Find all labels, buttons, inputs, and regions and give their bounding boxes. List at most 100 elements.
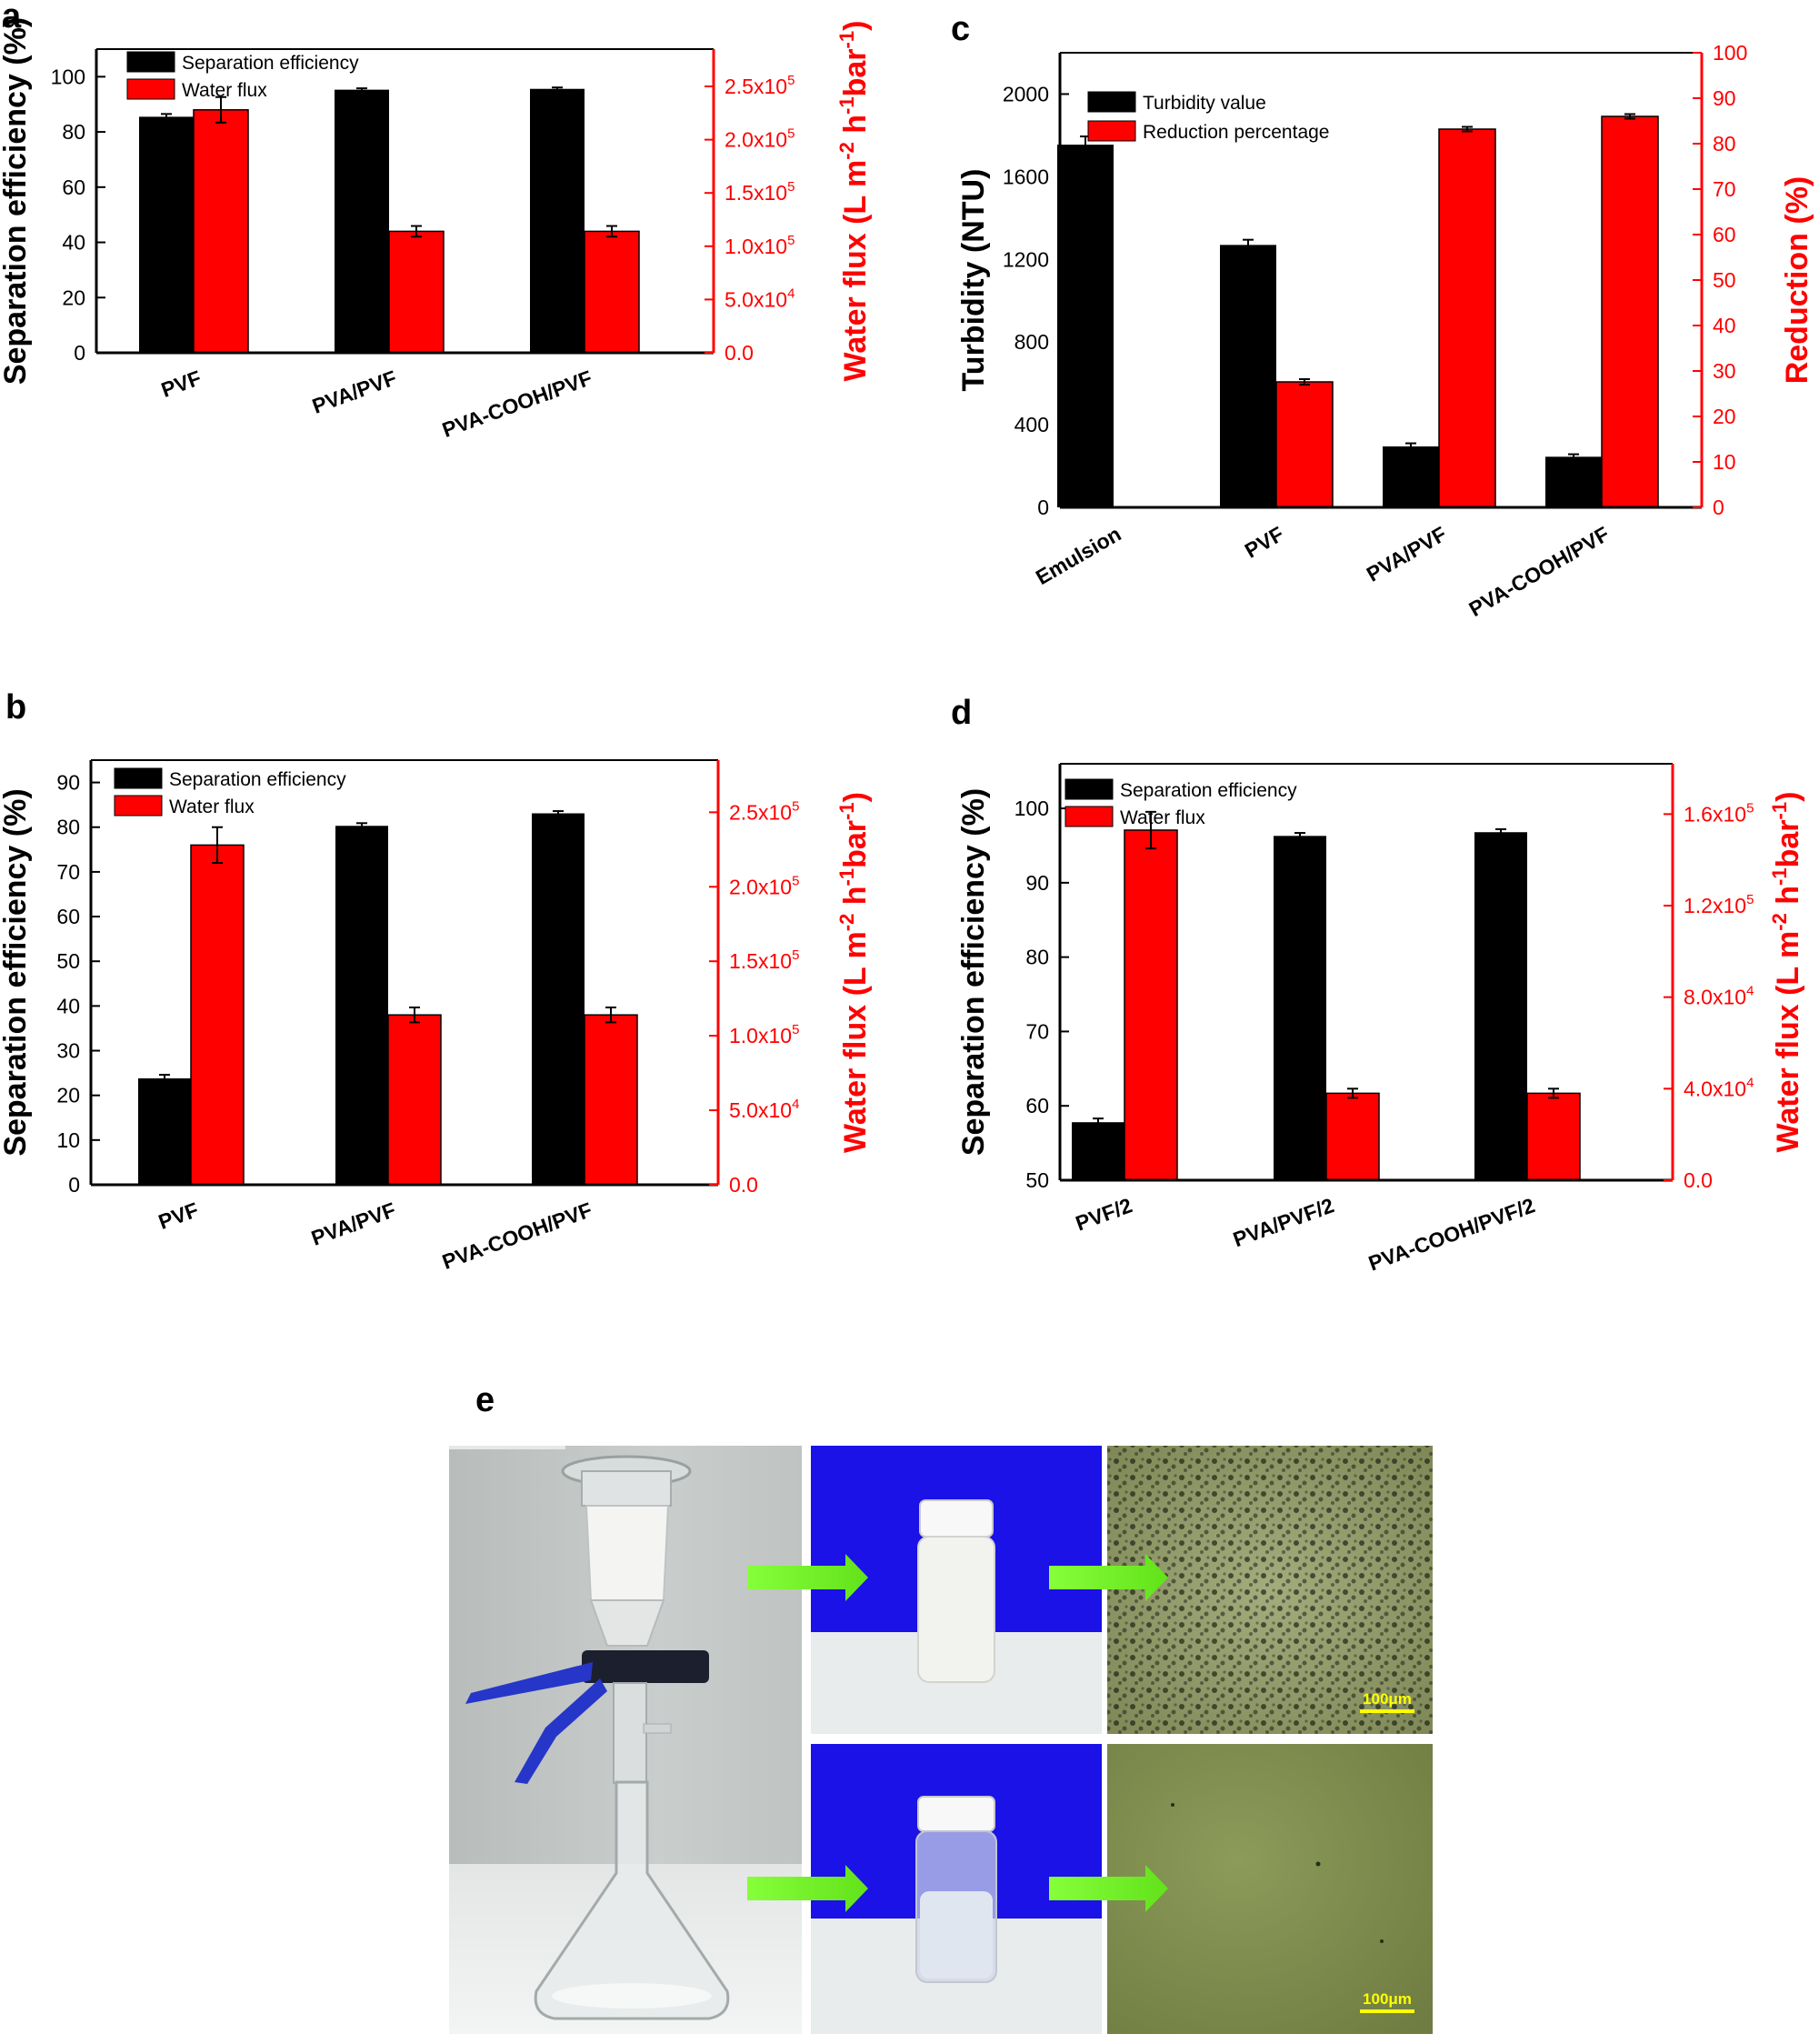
- bar-separation-efficiency: [138, 1078, 191, 1185]
- legend-label: Turbidity value: [1143, 93, 1266, 114]
- bar-water-flux: [388, 230, 445, 354]
- bar-separation-efficiency: [335, 826, 388, 1185]
- bar-separation-efficiency: [1274, 836, 1326, 1180]
- y2-axis-title: Water flux (L m-2 h-1bar-1): [835, 21, 873, 382]
- x-tick-label: PVF/2: [1073, 1193, 1135, 1235]
- legend-label: Separation efficiency: [1120, 780, 1297, 801]
- legend-label: Reduction percentage: [1143, 122, 1329, 143]
- panel-c-label: c: [951, 10, 970, 48]
- legend-label: Separation efficiency: [169, 769, 346, 790]
- y-tick-label: 90: [1025, 871, 1049, 895]
- emulsion-vial-photo: [811, 1446, 1102, 1734]
- y-tick-label: 1600: [1003, 165, 1049, 188]
- y2-tick-label: 50: [1713, 268, 1736, 292]
- y2-tick-label: 90: [1713, 86, 1736, 110]
- bar-separation-efficiency: [1072, 1122, 1124, 1180]
- y2-tick-label: 8.0x104: [1684, 984, 1754, 1009]
- x-tick-label: PVA-COOH/PVF: [439, 1197, 595, 1274]
- legend-label: Water flux: [182, 80, 267, 101]
- y2-tick-label: 1.0x105: [729, 1022, 799, 1047]
- bar-turbidity-value: [1057, 145, 1114, 508]
- x-tick-label: PVF: [155, 1197, 202, 1234]
- bar-water-flux: [584, 230, 640, 354]
- y2-tick-label: 1.5x105: [729, 947, 799, 973]
- y-tick-label: 100: [1014, 797, 1049, 820]
- y2-axis-title: Water flux (L m-2 h-1bar-1): [835, 792, 873, 1153]
- arrow-icon: [1049, 1865, 1168, 1912]
- bar-water-flux: [584, 1014, 638, 1186]
- bar-separation-efficiency: [139, 116, 194, 353]
- bar-separation-efficiency: [1474, 832, 1527, 1180]
- bar-reduction-percentage: [1601, 115, 1659, 508]
- y2-axis-title: Water flux (L m-2 h-1bar-1): [1768, 792, 1805, 1153]
- chart-c: 0 400 800 1200 1600 2000 0 10 20 30 40 50 60 70 80 90 10…: [956, 41, 1814, 621]
- x-tick-label: Emulsion: [1032, 522, 1125, 589]
- x-tick-label: PVA-COOH/PVF: [439, 366, 595, 442]
- y2-tick-label: 0.0: [729, 1173, 758, 1197]
- y2-tick-label: 1.6x105: [1684, 800, 1754, 826]
- legend-swatch: [114, 795, 163, 817]
- bar-turbidity-value: [1220, 245, 1276, 507]
- x-tick-label: PVA-COOH/PVF: [1464, 522, 1613, 621]
- y2-tick-label: 60: [1713, 223, 1736, 246]
- y2-tick-label: 2.0x105: [725, 126, 795, 152]
- y2-tick-label: 0: [1713, 496, 1724, 519]
- y-axis-title: Separation efficiency (%): [0, 17, 33, 385]
- y2-tick-label: 80: [1713, 132, 1736, 155]
- x-tick-label: PVF: [1241, 522, 1288, 563]
- legend-label: Separation efficiency: [182, 53, 359, 74]
- bar-separation-efficiency: [335, 89, 389, 353]
- y2-tick-label: 40: [1713, 314, 1736, 337]
- y2-tick-label: 100: [1713, 41, 1747, 65]
- y-axis-title: Separation efficiency (%): [0, 788, 33, 1156]
- scale-bar-label-top: 100μm: [1363, 1690, 1412, 1708]
- y-tick-label: 60: [62, 175, 85, 199]
- y-tick-label: 60: [1025, 1094, 1049, 1117]
- y2-tick-label: 1.2x105: [1684, 892, 1754, 917]
- chart-b: 0 10 20 30 40 50 60 70 80 90 0.0 5.0x104 1.0x105 1.5x…: [0, 759, 873, 1274]
- legend-swatch: [1087, 120, 1136, 142]
- y2-tick-label: 2.5x105: [725, 73, 795, 98]
- x-tick-label: PVA-COOH/PVF/2: [1365, 1193, 1538, 1275]
- x-tick-label: PVA/PVF: [308, 1197, 399, 1250]
- bar-turbidity-value: [1545, 456, 1602, 507]
- y2-tick-label: 30: [1713, 359, 1736, 383]
- bar-reduction-percentage: [1438, 128, 1496, 508]
- arrow-icon: [1049, 1554, 1168, 1601]
- scale-bar-label-bottom: 100μm: [1363, 1990, 1412, 2008]
- y2-tick-label: 2.0x105: [729, 873, 799, 898]
- y2-tick-label: 5.0x104: [729, 1097, 799, 1122]
- legend-swatch: [1087, 91, 1136, 113]
- bar-separation-efficiency: [532, 813, 585, 1185]
- y-tick-label: 90: [56, 771, 80, 795]
- emulsion-micrograph: 100μm: [1107, 1446, 1433, 1734]
- y-axis-title: Turbidity (NTU): [956, 169, 991, 392]
- arrow-icon: [747, 1554, 868, 1601]
- y-tick-label: 50: [56, 949, 80, 973]
- bar-water-flux: [387, 1014, 442, 1186]
- bar-turbidity-value: [1383, 446, 1439, 507]
- y-tick-label: 0: [74, 341, 85, 365]
- y2-tick-label: 1.0x105: [725, 233, 795, 258]
- y-tick-label: 60: [56, 905, 80, 928]
- y2-tick-label: 10: [1713, 450, 1736, 474]
- legend-label: Water flux: [1120, 807, 1205, 828]
- y-tick-label: 70: [56, 860, 80, 884]
- y-tick-label: 80: [56, 816, 80, 839]
- bar-reduction-percentage: [1275, 381, 1334, 508]
- y-tick-label: 400: [1014, 413, 1049, 436]
- legend-label: Water flux: [169, 797, 255, 817]
- legend-swatch: [1064, 806, 1114, 827]
- y2-tick-label: 5.0x104: [725, 286, 795, 311]
- bar-separation-efficiency: [530, 88, 585, 353]
- y-tick-label: 1200: [1003, 247, 1049, 271]
- chart-d: 50 60 70 80 90 100 0.0 4.0x104 8.0x104 1.2x105 1.6…: [956, 763, 1805, 1276]
- x-tick-label: PVA/PVF: [1363, 522, 1451, 586]
- x-tick-label: PVF: [158, 366, 205, 402]
- y-tick-label: 10: [56, 1128, 80, 1152]
- y-tick-label: 40: [56, 994, 80, 1017]
- y-tick-label: 2000: [1003, 82, 1049, 105]
- legend-swatch: [114, 767, 163, 789]
- y-tick-label: 40: [62, 231, 85, 255]
- bar-water-flux: [1124, 829, 1178, 1181]
